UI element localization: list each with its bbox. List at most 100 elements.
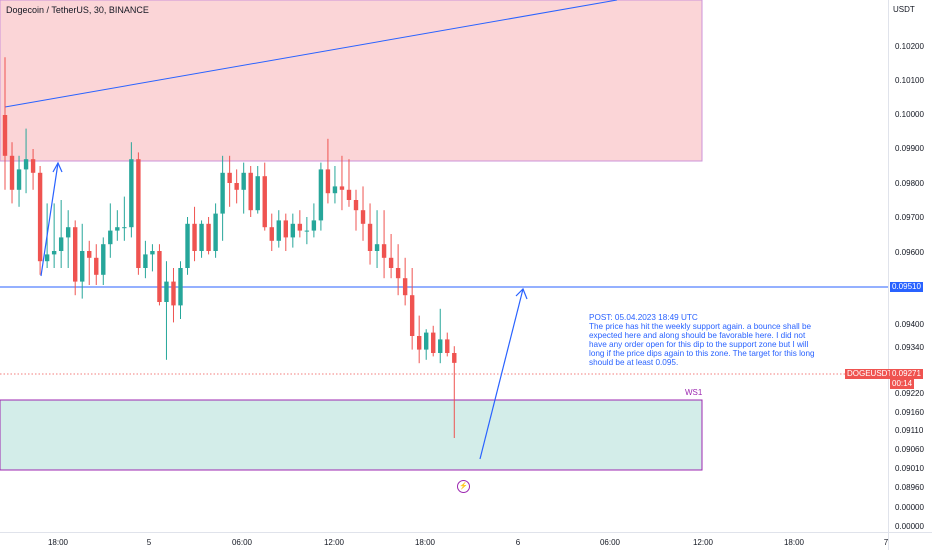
candle-body[interactable] xyxy=(171,281,176,306)
candle-body[interactable] xyxy=(16,169,22,190)
candle-body[interactable] xyxy=(339,186,345,190)
candle-body[interactable] xyxy=(37,172,43,262)
arrow-up-drawing[interactable] xyxy=(40,162,59,277)
candle-body[interactable] xyxy=(255,176,260,211)
candle-body[interactable] xyxy=(94,257,99,275)
candle-body[interactable] xyxy=(23,159,29,170)
candle-body[interactable] xyxy=(445,339,450,353)
time-tick: 12:00 xyxy=(692,538,714,547)
candle-body[interactable] xyxy=(44,254,50,262)
candle-body[interactable] xyxy=(276,220,281,241)
candle-body[interactable] xyxy=(290,223,296,238)
candle-body[interactable] xyxy=(374,244,380,251)
price-tick: 0.09160 xyxy=(895,408,924,417)
price-tick: 0.09340 xyxy=(895,343,924,352)
flash-event-icon[interactable]: ⚡ xyxy=(457,480,470,493)
candle-body[interactable] xyxy=(262,176,267,228)
candle-body[interactable] xyxy=(346,189,352,200)
candle-body[interactable] xyxy=(227,172,232,183)
candle-body[interactable] xyxy=(318,169,324,221)
candle-body[interactable] xyxy=(101,244,106,275)
candle-body[interactable] xyxy=(234,183,239,190)
price-unit-label: USDT xyxy=(893,5,915,14)
candle-body[interactable] xyxy=(136,159,141,268)
projection-arrow-head xyxy=(515,287,528,300)
candle-body[interactable] xyxy=(452,353,457,363)
price-tick: 0.09700 xyxy=(895,213,924,222)
time-tick: 06:00 xyxy=(599,538,621,547)
candle-body[interactable] xyxy=(122,227,127,229)
candle-body[interactable] xyxy=(58,237,64,251)
price-tick: 0.09220 xyxy=(895,389,924,398)
support-zone-label: WS1 xyxy=(685,388,703,397)
candle-body[interactable] xyxy=(269,227,274,241)
candle-body[interactable] xyxy=(353,200,359,211)
candle-body[interactable] xyxy=(108,230,113,245)
candle-body[interactable] xyxy=(213,213,218,251)
candle-body[interactable] xyxy=(30,159,36,173)
candle-body[interactable] xyxy=(220,172,225,214)
price-tick: 0.09400 xyxy=(895,320,924,329)
candle-body[interactable] xyxy=(192,223,197,251)
candle-body[interactable] xyxy=(87,251,92,258)
candle-body[interactable] xyxy=(157,251,162,302)
candle-body[interactable] xyxy=(297,223,303,231)
candles-group xyxy=(2,57,457,438)
candle-body[interactable] xyxy=(283,220,288,238)
price-tick: 0.09110 xyxy=(895,426,924,435)
time-tick: 18:00 xyxy=(47,538,69,547)
symbol-badge: DOGEUSDT xyxy=(845,369,895,379)
candle-body[interactable] xyxy=(185,223,190,268)
price-tick: 0.10200 xyxy=(895,42,924,51)
candle-body[interactable] xyxy=(115,227,120,231)
candle-body[interactable] xyxy=(431,332,436,353)
time-tick: 18:00 xyxy=(783,538,805,547)
time-tick: 5 xyxy=(146,538,152,547)
candle-body[interactable] xyxy=(438,339,443,353)
candle-body[interactable] xyxy=(51,251,57,255)
candle-body[interactable] xyxy=(73,227,78,282)
time-tick: 18:00 xyxy=(414,538,436,547)
candle-body[interactable] xyxy=(241,172,246,190)
candle-body[interactable] xyxy=(311,220,317,231)
resistance-zone[interactable] xyxy=(0,0,703,162)
trend-line[interactable] xyxy=(4,0,618,108)
candle-body[interactable] xyxy=(150,251,155,255)
candle-body[interactable] xyxy=(424,332,429,350)
candle-body[interactable] xyxy=(129,159,134,228)
candle-body[interactable] xyxy=(388,257,394,268)
candle-body[interactable] xyxy=(360,210,366,224)
candle-body[interactable] xyxy=(143,254,148,268)
candle-body[interactable] xyxy=(9,155,15,190)
candle-body[interactable] xyxy=(395,268,401,279)
candle-body[interactable] xyxy=(206,223,211,251)
price-tick: 0.09800 xyxy=(895,179,924,188)
support-zone[interactable] xyxy=(0,399,703,471)
candle-body[interactable] xyxy=(80,251,85,282)
last-price-badge: 0.09271 xyxy=(890,369,923,379)
time-tick: 7 xyxy=(883,538,889,547)
candle-body[interactable] xyxy=(381,244,387,258)
candle-body[interactable] xyxy=(367,223,373,251)
candle-body[interactable] xyxy=(416,336,422,350)
candle-body[interactable] xyxy=(2,115,8,156)
analysis-note[interactable]: POST: 05.04.2023 18:49 UTC The price has … xyxy=(589,313,815,368)
candle-body[interactable] xyxy=(65,227,71,238)
candle-body[interactable] xyxy=(325,169,331,194)
candle-body[interactable] xyxy=(332,186,338,194)
candle-body[interactable] xyxy=(409,295,415,336)
candle-body[interactable] xyxy=(178,268,183,306)
arrow-up-head xyxy=(52,161,63,173)
candle-body[interactable] xyxy=(248,172,253,211)
candle-body[interactable] xyxy=(304,230,310,232)
candle-body[interactable] xyxy=(164,281,169,302)
candle-body[interactable] xyxy=(402,278,408,296)
candle-body[interactable] xyxy=(199,223,204,251)
price-tick: 0.00000 xyxy=(895,522,924,531)
time-tick: 6 xyxy=(515,538,521,547)
price-tick: 0.09010 xyxy=(895,464,924,473)
projection-arrow[interactable] xyxy=(479,288,524,460)
price-tick: 0.09900 xyxy=(895,144,924,153)
